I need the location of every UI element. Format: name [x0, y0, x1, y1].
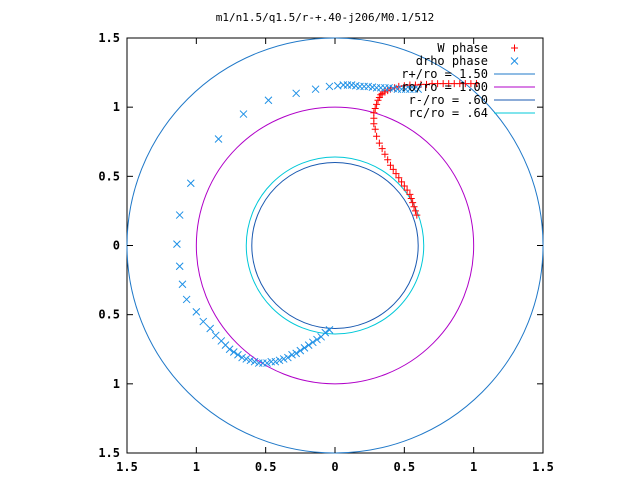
series-1-point [275, 356, 284, 365]
series-1-point [186, 179, 195, 188]
series-0-point [381, 150, 389, 158]
legend-label: rc/ro = .64 [409, 106, 488, 120]
series-1-point [175, 211, 184, 219]
series-1-point [296, 346, 305, 355]
series-1-point [264, 96, 273, 105]
series-1-point [254, 359, 263, 367]
legend-plus-marker [511, 44, 518, 52]
series-1-point [313, 335, 321, 344]
series-0-point [371, 105, 379, 113]
reference-circle-2 [251, 162, 419, 329]
legend-label: W phase [437, 41, 488, 55]
series-0-point [398, 178, 406, 186]
series-1-point [317, 332, 325, 341]
series-0-point [389, 165, 397, 173]
series-0-point [406, 190, 414, 198]
series-1-point [325, 82, 334, 91]
series-1-point [356, 82, 364, 91]
series-1-point [229, 348, 238, 356]
series-1-point [292, 89, 301, 98]
series-1-point [214, 135, 223, 143]
legend-label: drho phase [416, 54, 488, 68]
series-0-point [472, 80, 480, 88]
legend-label: r+/ro = 1.50 [401, 67, 488, 81]
y-tick-label: 1 [113, 377, 120, 391]
series-1-point [343, 81, 352, 89]
series-0-point [407, 194, 415, 202]
x-tick-label: 0 [331, 460, 338, 474]
series-1-point [175, 262, 184, 271]
series-1-point [234, 350, 242, 359]
x-tick-label: 1 [470, 460, 477, 474]
series-0-point [403, 186, 411, 194]
series-0-point [423, 80, 431, 88]
series-0-point [370, 109, 378, 117]
reference-circle-1 [195, 106, 475, 385]
y-tick-label: 0 [113, 239, 120, 253]
series-0-point [377, 91, 385, 99]
series-1-point [199, 317, 208, 326]
series-1-point [239, 110, 248, 118]
series-1-point [192, 308, 201, 316]
series-1-point [279, 355, 288, 363]
series-0-point [395, 174, 403, 182]
series-1-point [288, 350, 296, 359]
series-1-point [211, 331, 220, 340]
series-0-point [371, 125, 379, 133]
reference-circle-3 [245, 156, 425, 335]
series-0-point [373, 100, 381, 108]
data-series [173, 80, 480, 367]
series-0-point [400, 182, 408, 190]
series-1-point [242, 355, 251, 363]
series-1-point [311, 85, 320, 94]
series-0-point [413, 211, 421, 219]
y-tick-label: 0.5 [98, 308, 120, 322]
x-tick-label: 0.5 [255, 460, 277, 474]
legend-cross-marker [510, 57, 519, 65]
series-1-point [182, 295, 191, 304]
series-1-point [259, 359, 267, 367]
series-0-point [411, 207, 419, 215]
series-1-point [304, 341, 313, 349]
chart-title: m1/n1.5/q1.5/r-+.40-j206/M0.1/512 [216, 11, 435, 24]
y-tick-label: 0.5 [98, 169, 120, 183]
x-tick-label: 0.5 [393, 460, 415, 474]
series-1-point [376, 83, 385, 92]
series-0-point [378, 145, 386, 153]
legend-label: ro/ro = 1.00 [401, 80, 488, 94]
axis-ticks: 1.5 1 0.5 0 0.5 1 1.51.510.500.511.5 [98, 31, 554, 474]
series-1-point [250, 357, 259, 366]
series-1-point [267, 357, 276, 366]
series-0-point [373, 132, 381, 140]
series-1-point [283, 353, 292, 362]
series-1-point [372, 83, 381, 92]
series-1-point [246, 356, 255, 365]
y-tick-label: 1.5 [98, 446, 120, 460]
series-0-point [409, 199, 417, 207]
series-1-point [414, 85, 423, 94]
x-tick-label: 1 [193, 460, 200, 474]
series-1-point [178, 280, 187, 289]
series-1-point [206, 324, 215, 333]
series-0-point [410, 203, 418, 211]
series-0-point [392, 170, 400, 178]
series-1-point [308, 338, 317, 347]
series-1-point [360, 82, 368, 91]
x-tick-label: 1.5 [116, 460, 138, 474]
series-0-point [386, 161, 394, 169]
series-0-point [384, 156, 392, 164]
legend-label: r-/ro = .60 [409, 93, 488, 107]
x-tick-label: 1.5 [532, 460, 554, 474]
series-1-point [292, 349, 301, 358]
y-tick-label: 1.5 [98, 31, 120, 45]
y-tick-label: 1 [113, 100, 120, 114]
series-1-point [325, 326, 334, 334]
series-1-point [238, 353, 246, 362]
series-1-point [300, 344, 309, 352]
series-1-point [173, 240, 181, 248]
series-1-point [339, 81, 348, 89]
series-0-point [375, 139, 383, 147]
